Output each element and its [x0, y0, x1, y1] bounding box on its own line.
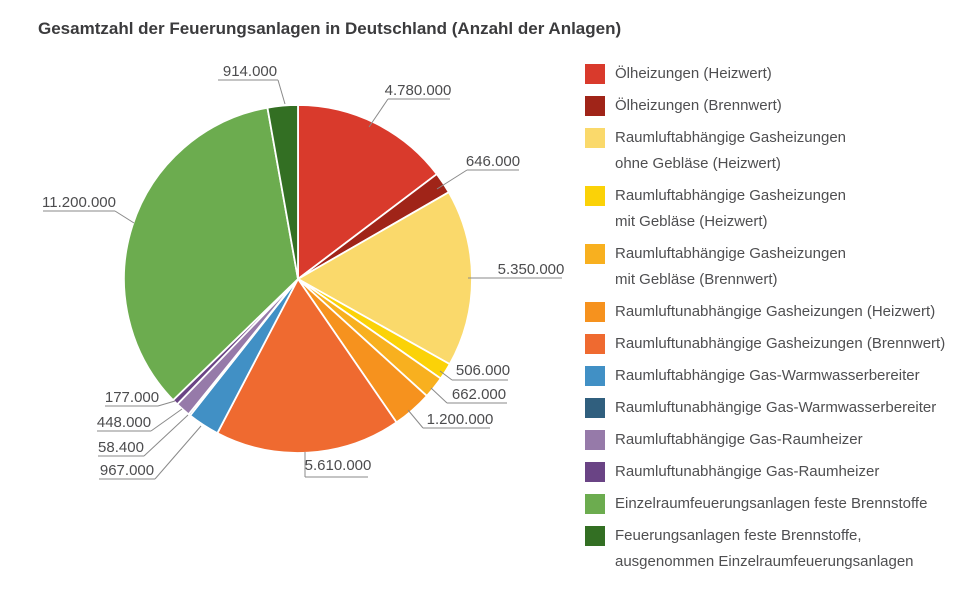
legend-label-line: Raumluftunabhängige Gasheizungen (Heizwe… — [615, 303, 936, 320]
value-label-5: 662.000 — [452, 386, 506, 403]
legend-label: Raumluftunabhängige Gasheizungen (Brennw… — [615, 331, 945, 357]
legend-item-13: Feuerungsanlagen feste Brennstoffe, ausge… — [585, 523, 963, 575]
legend-label-line: Raumluftunabhängige Gasheizungen (Brennw… — [615, 335, 946, 352]
legend-swatch — [585, 302, 605, 322]
legend-label-line: Raumluftabhängige Gas-Warmwasserbereiter — [615, 367, 920, 384]
legend-item-1: Ölheizungen (Heizwert) — [585, 61, 963, 87]
value-label-1: 4.780.000 — [385, 82, 452, 99]
legend-swatch — [585, 64, 605, 84]
legend-swatch — [585, 366, 605, 386]
pie-slice-13 — [266, 104, 299, 280]
label-connector — [436, 169, 468, 190]
legend-label: Ölheizungen (Brennwert) — [615, 93, 782, 119]
pie-chart: 4.780.000 646.000 5.350.000 506.000 662.000 1… — [42, 63, 565, 480]
legend-label-line: Raumluftunabhängige Gas-Warmwasserbereit… — [615, 399, 937, 416]
value-label-8: 967.000 — [100, 462, 154, 479]
legend-label: Raumluftabhängige Gas-Raumheizer — [615, 427, 863, 453]
legend-label-line: Raumluftabhängige Gasheizungen — [615, 187, 846, 204]
legend-item-3: Raumluftabhängige Gasheizungen ohne Geblä… — [585, 125, 963, 177]
legend-label-line: Raumluftabhängige Gasheizungen — [615, 245, 846, 262]
legend-swatch — [585, 494, 605, 514]
value-label-9: 58.400 — [98, 439, 144, 456]
label-connector — [407, 409, 424, 429]
legend-swatch — [585, 128, 605, 148]
legend-swatch — [585, 462, 605, 482]
legend-label: Raumluftabhängige Gasheizungen ohne Geblä… — [615, 125, 846, 177]
legend-label-line: Ölheizungen (Heizwert) — [615, 65, 772, 82]
legend-label: Raumluftunabhängige Gasheizungen (Heizwe… — [615, 299, 935, 325]
value-label-12: 11.200.000 — [42, 194, 116, 211]
legend-label-line: Raumluftabhängige Gas-Raumheizer — [615, 431, 863, 448]
legend-label: Raumluftabhängige Gas-Warmwasserbereiter — [615, 363, 920, 389]
legend-label-line: ausgenommen Einzelraumfeuerungsanlagen — [615, 553, 914, 570]
legend-swatch — [585, 398, 605, 418]
legend-label: Ölheizungen (Heizwert) — [615, 61, 772, 87]
label-connector — [157, 400, 176, 407]
label-connector — [114, 210, 135, 224]
legend-label: Raumluftunabhängige Gas-Warmwasserbereit… — [615, 395, 936, 421]
legend-label-line: Raumluftunabhängige Gas-Raumheizer — [615, 463, 880, 480]
legend-item-7: Raumluftunabhängige Gasheizungen (Brennw… — [585, 331, 963, 357]
legend-swatch — [585, 526, 605, 546]
label-connector — [277, 79, 286, 105]
pie-slice-7 — [216, 278, 398, 454]
legend-label-line: Feuerungsanlagen feste Brennstoffe, — [615, 527, 862, 544]
pie-slice-1 — [297, 104, 438, 280]
legend-item-4: Raumluftabhängige Gasheizungen mit Gebläs… — [585, 183, 963, 235]
legend-item-9: Raumluftunabhängige Gas-Warmwasserbereit… — [585, 395, 963, 421]
legend-swatch — [585, 186, 605, 206]
value-label-3: 5.350.000 — [498, 261, 565, 278]
legend-label-line: Ölheizungen (Brennwert) — [615, 97, 782, 114]
label-connector — [154, 425, 202, 480]
pie-slice-12 — [123, 106, 299, 402]
legend-swatch — [585, 430, 605, 450]
label-connector — [143, 414, 189, 457]
legend-item-10: Raumluftabhängige Gas-Raumheizer — [585, 427, 963, 453]
legend-item-11: Raumluftunabhängige Gas-Raumheizer — [585, 459, 963, 485]
value-label-10: 448.000 — [97, 414, 151, 431]
legend-label: Raumluftabhängige Gasheizungen mit Gebläs… — [615, 241, 846, 293]
legend-label-line: Raumluftabhängige Gasheizungen — [615, 129, 846, 146]
value-label-4: 506.000 — [456, 362, 510, 379]
legend: Ölheizungen (Heizwert) Ölheizungen (Brenn… — [585, 61, 963, 575]
legend-swatch — [585, 96, 605, 116]
legend-label: Raumluftunabhängige Gas-Raumheizer — [615, 459, 879, 485]
legend-item-12: Einzelraumfeuerungsanlagen feste Brennst… — [585, 491, 963, 517]
legend-item-6: Raumluftunabhängige Gasheizungen (Heizwe… — [585, 299, 963, 325]
legend-item-8: Raumluftabhängige Gas-Warmwasserbereiter — [585, 363, 963, 389]
value-label-13: 914.000 — [223, 63, 277, 80]
value-label-6: 1.200.000 — [427, 411, 494, 428]
legend-label-line: mit Gebläse (Brennwert) — [615, 271, 778, 288]
label-connector — [439, 370, 453, 381]
value-label-11: 177.000 — [105, 389, 159, 406]
legend-label: Einzelraumfeuerungsanlagen feste Brennst… — [615, 491, 927, 517]
legend-label-line: Einzelraumfeuerungsanlagen feste Brennst… — [615, 495, 928, 512]
legend-label-line: ohne Gebläse (Heizwert) — [615, 155, 781, 172]
label-connector — [430, 387, 448, 404]
legend-item-2: Ölheizungen (Brennwert) — [585, 93, 963, 119]
chart-title: Gesamtzahl der Feuerungsanlagen in Deuts… — [38, 19, 622, 38]
legend-swatch — [585, 244, 605, 264]
value-label-7: 5.610.000 — [305, 457, 372, 474]
legend-label: Raumluftabhängige Gasheizungen mit Gebläs… — [615, 183, 846, 235]
legend-swatch — [585, 334, 605, 354]
legend-label-line: mit Gebläse (Heizwert) — [615, 213, 768, 230]
legend-label: Feuerungsanlagen feste Brennstoffe, ausge… — [615, 523, 914, 575]
label-connector — [368, 98, 389, 128]
label-connector — [150, 408, 183, 432]
value-label-2: 646.000 — [466, 153, 520, 170]
legend-item-5: Raumluftabhängige Gasheizungen mit Gebläs… — [585, 241, 963, 293]
